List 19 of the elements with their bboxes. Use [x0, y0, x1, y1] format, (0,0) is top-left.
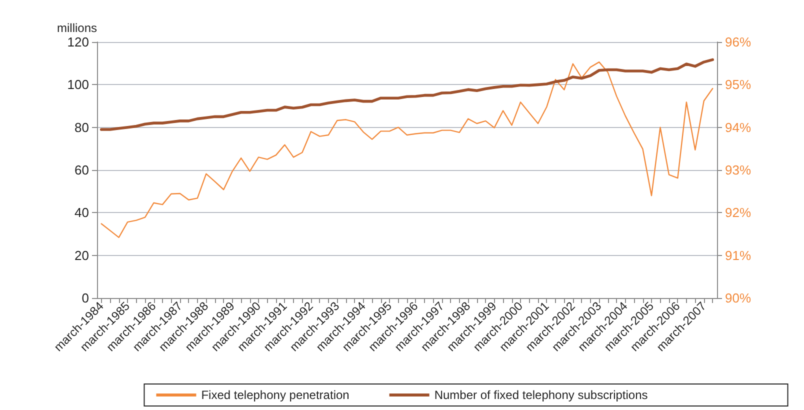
- y-tick-label: 100: [67, 77, 89, 92]
- y-tick-label: 20: [74, 248, 89, 263]
- y2-tick-label: 91%: [725, 248, 752, 263]
- y-tick-label: 0: [82, 290, 89, 306]
- y2-tick-label: 92%: [725, 205, 752, 220]
- legend-label: Fixed telephony penetration: [201, 388, 350, 402]
- line-series: [100, 61, 714, 238]
- y2-tick-label: 95%: [725, 77, 752, 92]
- y2-tick-label: 96%: [725, 34, 752, 50]
- y2-tick-label: 90%: [725, 290, 752, 306]
- y-tick-label: 40: [74, 205, 89, 220]
- legend-label: Number of fixed telephony subscriptions: [434, 388, 648, 402]
- y-tick-label: 120: [67, 34, 89, 50]
- y-axis-title: millions: [56, 21, 97, 35]
- y-tick-label: 80: [74, 120, 89, 135]
- y2-tick-label: 94%: [725, 120, 752, 135]
- y2-tick-label: 93%: [725, 162, 752, 178]
- y-tick-label: 60: [74, 162, 89, 178]
- line-series: [100, 58, 714, 131]
